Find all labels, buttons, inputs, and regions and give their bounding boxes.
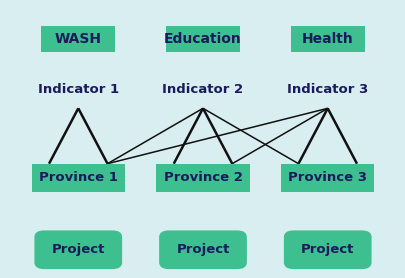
FancyBboxPatch shape bbox=[159, 230, 246, 269]
Text: Indicator 3: Indicator 3 bbox=[286, 83, 367, 96]
FancyBboxPatch shape bbox=[283, 230, 371, 269]
FancyBboxPatch shape bbox=[290, 26, 364, 52]
FancyBboxPatch shape bbox=[41, 26, 115, 52]
Text: Indicator 2: Indicator 2 bbox=[162, 83, 243, 96]
FancyBboxPatch shape bbox=[32, 164, 125, 192]
FancyBboxPatch shape bbox=[166, 26, 239, 52]
Text: Education: Education bbox=[164, 32, 241, 46]
Text: Health: Health bbox=[301, 32, 353, 46]
Text: WASH: WASH bbox=[55, 32, 102, 46]
Text: Project: Project bbox=[176, 243, 229, 256]
Text: Project: Project bbox=[300, 243, 354, 256]
Text: Province 3: Province 3 bbox=[288, 171, 366, 184]
FancyBboxPatch shape bbox=[280, 164, 373, 192]
FancyBboxPatch shape bbox=[156, 164, 249, 192]
Text: Province 1: Province 1 bbox=[39, 171, 117, 184]
Text: Province 2: Province 2 bbox=[163, 171, 242, 184]
Text: Indicator 1: Indicator 1 bbox=[38, 83, 119, 96]
Text: Project: Project bbox=[51, 243, 105, 256]
FancyBboxPatch shape bbox=[34, 230, 122, 269]
